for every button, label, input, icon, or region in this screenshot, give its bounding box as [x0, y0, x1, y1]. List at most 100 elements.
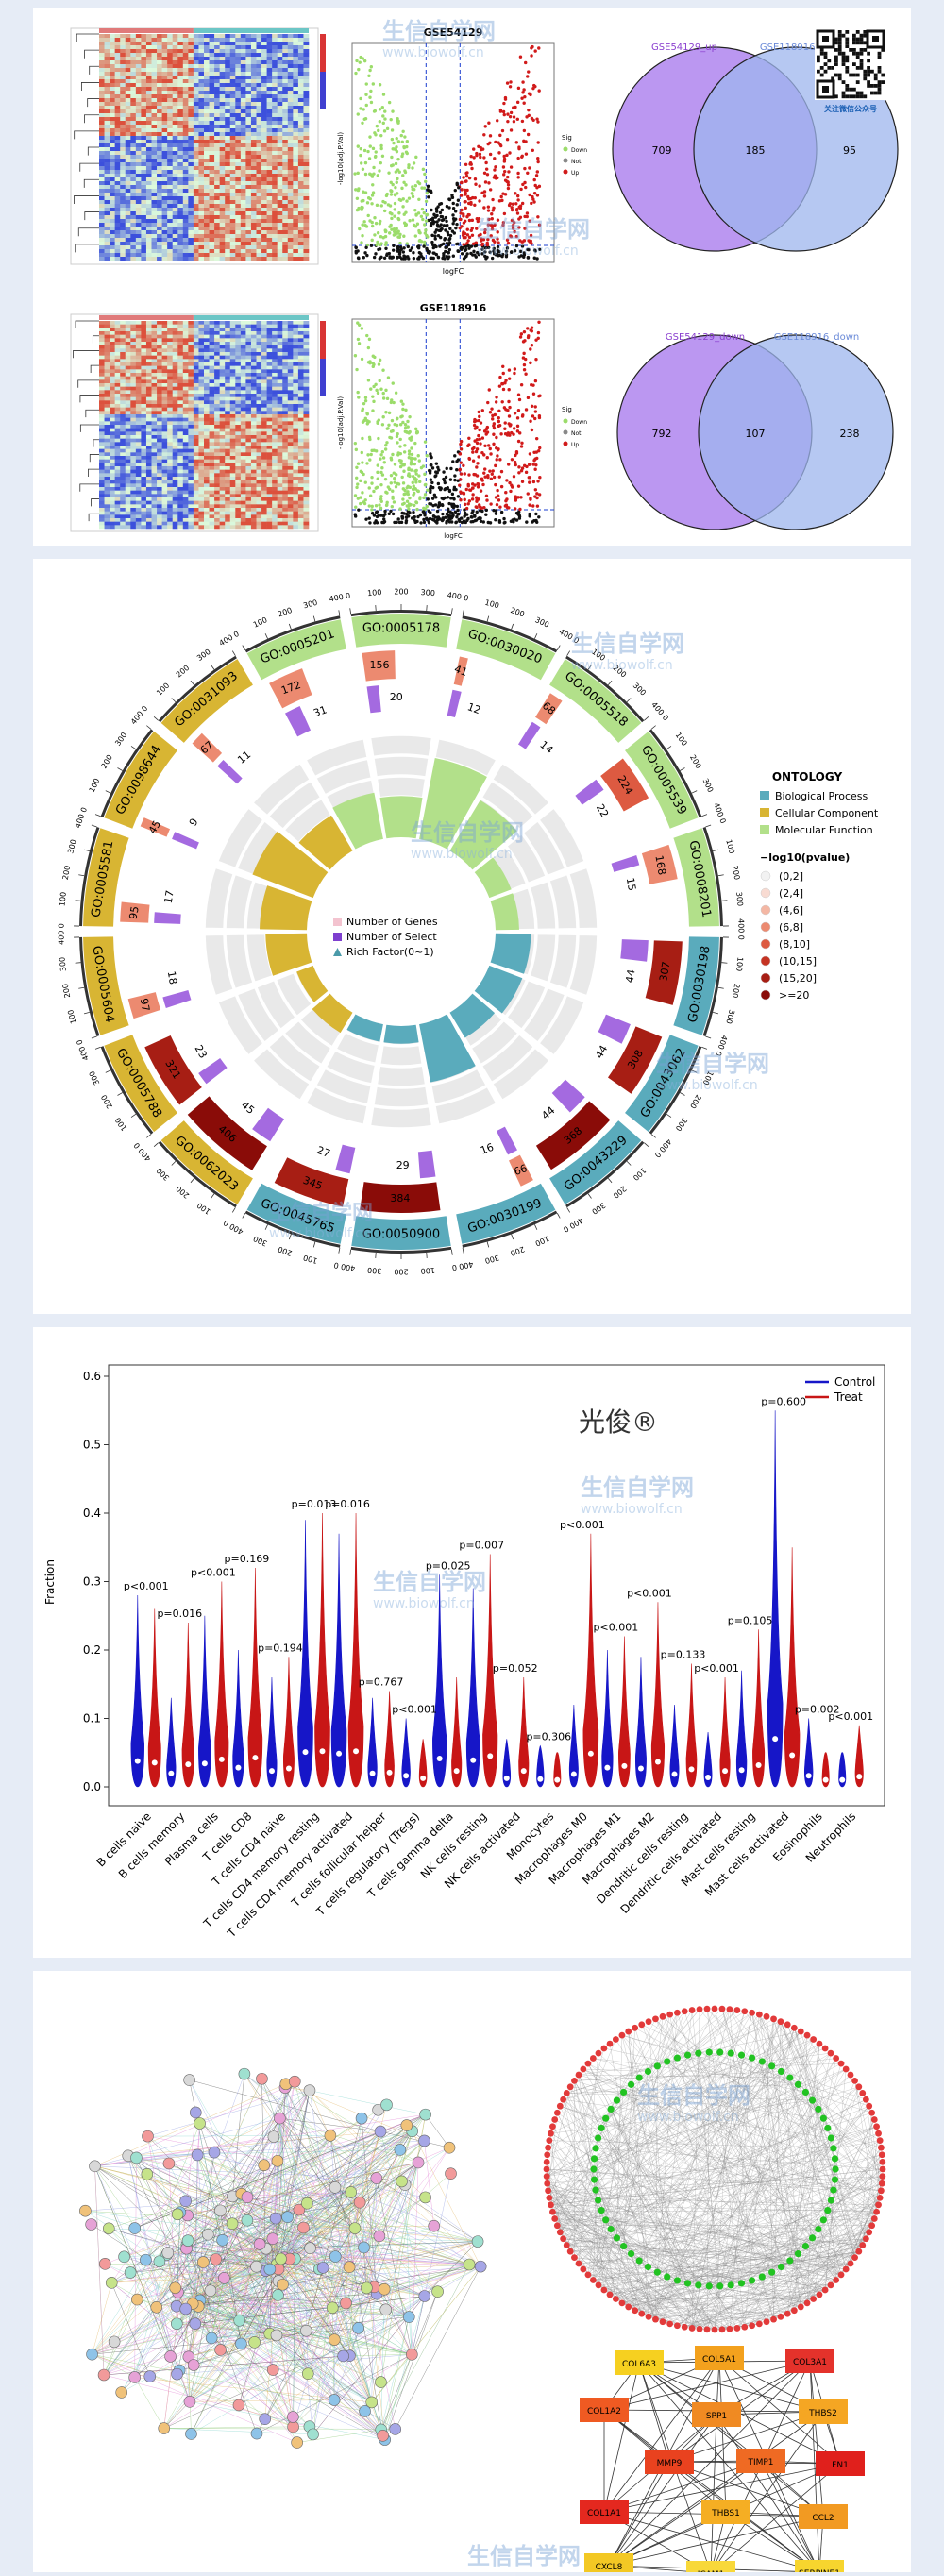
- heatmap-cell: [261, 238, 267, 243]
- heatmap-cell: [130, 238, 137, 243]
- heatmap-cell: [229, 411, 236, 415]
- heatmap-cell: [293, 421, 299, 426]
- heatmap-cell: [272, 193, 278, 197]
- heatmap-cell: [125, 170, 131, 175]
- heatmap-cell: [287, 76, 294, 80]
- heatmap-cell: [204, 102, 210, 107]
- heatmap-cell: [261, 109, 267, 114]
- heatmap-cell: [214, 136, 220, 141]
- heatmap-cell: [303, 342, 310, 345]
- heatmap-cell: [256, 121, 262, 126]
- heatmap-cell: [135, 34, 142, 39]
- heatmap-cell: [250, 390, 257, 395]
- heatmap-cell: [261, 390, 267, 395]
- volcano-point: [469, 251, 473, 256]
- heatmap-cell: [209, 147, 215, 152]
- heatmap-cell: [172, 238, 178, 243]
- heatmap-cell: [229, 407, 236, 412]
- heatmap-cell: [293, 109, 299, 114]
- heatmap-cell: [198, 68, 205, 73]
- heatmap-cell: [130, 452, 137, 457]
- volcano-point: [359, 55, 362, 59]
- heatmap-cell: [193, 177, 199, 182]
- heatmap-cell: [161, 60, 168, 65]
- heatmap-cell: [130, 342, 137, 345]
- volcano-point: [404, 150, 409, 154]
- heatmap-cell: [293, 334, 299, 339]
- heatmap-cell: [130, 140, 137, 144]
- heatmap-cell: [204, 204, 210, 209]
- heatmap-cell: [229, 352, 236, 356]
- heatmap-cell: [256, 204, 262, 209]
- heatmap-cell: [229, 376, 236, 380]
- heatmap-cell: [110, 234, 115, 239]
- volcano-point: [393, 232, 397, 237]
- heatmap-cell: [188, 257, 194, 261]
- heatmap-cell: [229, 170, 236, 175]
- volcano-point: [467, 197, 471, 201]
- heatmap-cell: [266, 404, 273, 408]
- heatmap-cell: [104, 155, 110, 160]
- heatmap-cell: [182, 45, 189, 50]
- heatmap-cell: [110, 136, 115, 141]
- heatmap-cell: [177, 162, 184, 167]
- heatmap-cell: [214, 162, 220, 167]
- heatmap-cell: [161, 159, 168, 163]
- heatmap-cell: [250, 132, 257, 137]
- heatmap-cell: [120, 334, 126, 339]
- heatmap-cell: [104, 230, 110, 235]
- heatmap-cell: [104, 227, 110, 231]
- heatmap-cell: [293, 49, 299, 54]
- volcano-point: [509, 128, 514, 132]
- heatmap-cell: [266, 390, 273, 395]
- heatmap-cell: [125, 227, 131, 231]
- volcano-point: [464, 162, 468, 166]
- heatmap-cell: [177, 386, 184, 391]
- heatmap-cell: [266, 38, 273, 42]
- heatmap-cell: [198, 60, 205, 65]
- heatmap-cell: [250, 147, 257, 152]
- heatmap-cell: [235, 79, 242, 84]
- heatmap-cell: [130, 414, 137, 418]
- heatmap-cell: [209, 253, 215, 258]
- heatmap-cell: [172, 57, 178, 61]
- heatmap-cell: [225, 128, 231, 133]
- volcano-point: [374, 252, 378, 256]
- heatmap-cell: [135, 379, 142, 384]
- heatmap-cell: [250, 49, 257, 54]
- heatmap-cell: [198, 79, 205, 84]
- heatmap-cell: [261, 342, 267, 345]
- heatmap-cell: [229, 109, 236, 114]
- volcano-point: [464, 179, 468, 183]
- heatmap-cell: [282, 223, 289, 227]
- heatmap-cell: [240, 396, 246, 401]
- heatmap-cell: [282, 185, 289, 190]
- heatmap-cell: [235, 57, 242, 61]
- heatmap-cell: [204, 128, 210, 133]
- heatmap-cell: [125, 211, 131, 216]
- heatmap-cell: [261, 128, 267, 133]
- volcano-point: [451, 201, 455, 206]
- heatmap-cell: [240, 132, 246, 137]
- volcano-point: [513, 229, 516, 234]
- heatmap-cell: [130, 143, 137, 148]
- volcano-point: [523, 214, 527, 219]
- heatmap-cell: [145, 369, 152, 374]
- heatmap-cell: [182, 417, 189, 422]
- heatmap-cell: [167, 72, 173, 76]
- heatmap-cell: [145, 407, 152, 412]
- heatmap-cell: [182, 456, 189, 460]
- heatmap-cell: [245, 376, 252, 380]
- heatmap-cell: [245, 238, 252, 243]
- heatmap-cell: [287, 428, 294, 432]
- heatmap-cell: [250, 438, 257, 443]
- volcano-point: [470, 227, 474, 230]
- heatmap-cell: [204, 151, 210, 156]
- heatmap-cell: [141, 208, 147, 212]
- heatmap-cell: [282, 162, 289, 167]
- heatmap-cell: [282, 379, 289, 384]
- heatmap-cell: [125, 345, 131, 349]
- heatmap-cell: [282, 200, 289, 205]
- heatmap-cell: [135, 49, 142, 54]
- heatmap-cell: [130, 125, 137, 129]
